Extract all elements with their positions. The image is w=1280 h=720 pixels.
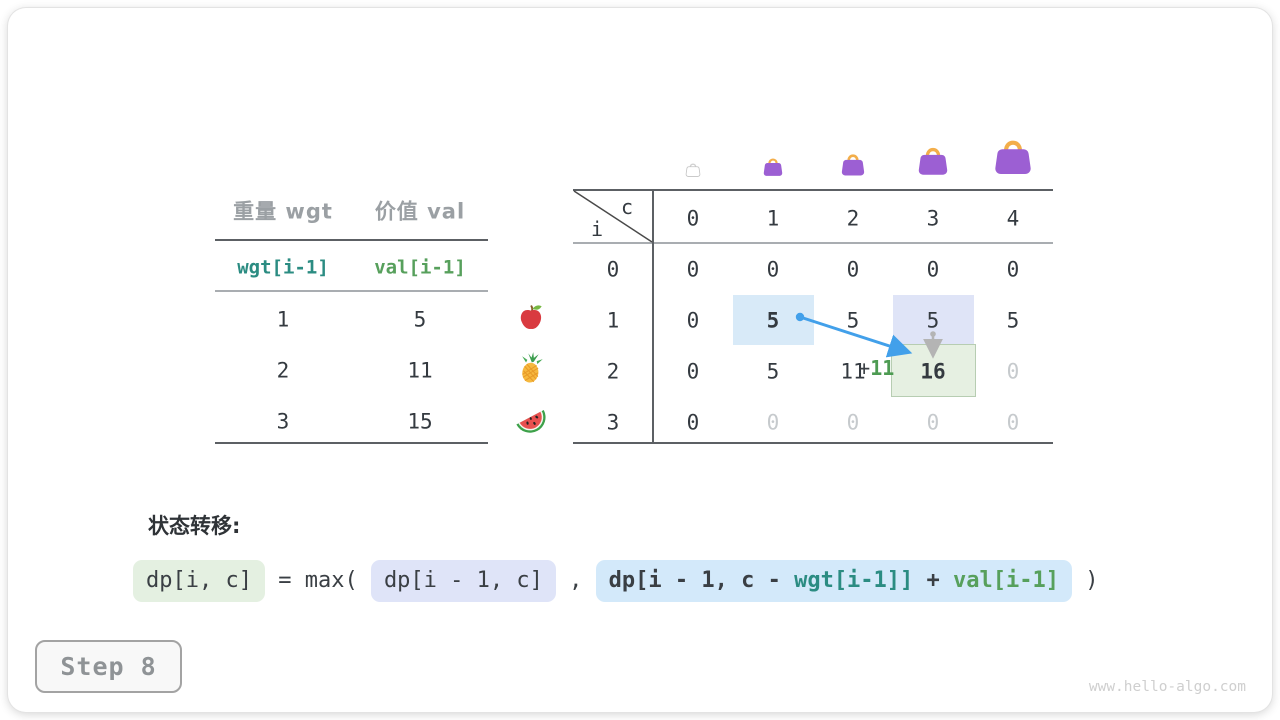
dp-col-header-1: 1 (766, 206, 780, 231)
added-value: 11 (870, 356, 895, 380)
dp-col-header-2: 2 (846, 206, 860, 231)
item-3-weight: 3 (276, 409, 290, 434)
item-2-value: 11 (407, 358, 433, 383)
dp-cell-i3-c3: 0 (926, 410, 940, 435)
dp-cell-i1-c4: 5 (1006, 308, 1020, 333)
transition-label: 状态转移: (148, 514, 241, 538)
step-badge: Step 8 (35, 640, 182, 693)
dp-cell-i2-c3: 16 (920, 359, 946, 384)
formula-take-wgt: wgt[i-1]] (794, 568, 914, 593)
watermelon-icon (513, 401, 549, 441)
slide-card (8, 8, 1272, 712)
dp-row-header-3: 3 (606, 410, 620, 435)
formula-take-val: val[i-1] (953, 568, 1060, 593)
items-subheader-wgt: wgt[i-1] (237, 256, 329, 279)
dp-cell-i2-c0: 0 (686, 359, 700, 384)
item-2-weight: 2 (276, 358, 290, 383)
dp-row-header-1: 1 (606, 308, 620, 333)
dp-table-rule-header (573, 242, 1053, 244)
formula-take-prefix: dp[i - 1, c - (608, 568, 795, 593)
item-1-value: 5 (413, 307, 427, 332)
items-table-rule-top (215, 239, 488, 241)
dp-cell-i1-c2: 5 (846, 308, 860, 333)
bag-icon-size-2 (839, 149, 868, 182)
formula-close-paren: ) (1072, 568, 1099, 593)
transition-formula: dp[i, c] = max( dp[i - 1, c] , dp[i - 1,… (133, 558, 1099, 604)
dp-row-header-2: 2 (606, 359, 620, 384)
bag-icon-size-1 (761, 154, 785, 182)
dp-table-rule-top (573, 189, 1053, 191)
formula-option-keep: dp[i - 1, c] (370, 560, 556, 602)
dp-row-axis-label: i (590, 217, 604, 241)
dp-cell-i0-c0: 0 (686, 257, 700, 282)
dp-cell-i0-c4: 0 (1006, 257, 1020, 282)
dp-col-header-0: 0 (686, 206, 700, 231)
items-table-rule-bottom (215, 442, 488, 444)
dp-cell-i3-c1: 0 (766, 410, 780, 435)
dp-cell-i3-c2: 0 (846, 410, 860, 435)
dp-cell-i2-c1: 5 (766, 359, 780, 384)
dp-cell-i0-c3: 0 (926, 257, 940, 282)
items-subheader-val: val[i-1] (374, 256, 466, 279)
dp-col-header-3: 3 (926, 206, 940, 231)
items-col-header-weight: 重量 wgt (233, 199, 333, 224)
dp-cell-i2-c4: 0 (1006, 359, 1020, 384)
dp-row-header-0: 0 (606, 257, 620, 282)
bag-icon-size-4 (990, 132, 1036, 182)
item-3-value: 15 (407, 409, 433, 434)
dp-cell-i0-c1: 0 (766, 257, 780, 282)
dp-table-rule-vertical (652, 189, 654, 444)
dp-cell-i1-c3: 5 (926, 308, 940, 333)
plus-value-annotation: +11 (810, 338, 894, 398)
dp-cell-i0-c2: 0 (846, 257, 860, 282)
bag-icon-size-3 (915, 141, 952, 182)
formula-eq-max: = max( (264, 568, 371, 593)
dp-cell-i2-c2: 11 (840, 359, 866, 384)
formula-comma: , (555, 568, 596, 593)
item-1-weight: 1 (276, 307, 290, 332)
plus-sign: + (858, 356, 871, 380)
apple-icon (515, 300, 547, 336)
dp-cell-i1-c1: 5 (766, 308, 780, 333)
empty-bag-icon (684, 160, 702, 182)
formula-lhs: dp[i, c] (133, 560, 265, 602)
dp-col-header-4: 4 (1006, 206, 1020, 231)
dp-cell-i3-c0: 0 (686, 410, 700, 435)
pineapple-icon (514, 351, 548, 389)
dp-col-axis-label: c (620, 195, 634, 219)
items-table-rule-mid (215, 290, 488, 292)
dp-cell-i3-c4: 0 (1006, 410, 1020, 435)
dp-cell-i1-c0: 0 (686, 308, 700, 333)
items-col-header-value: 价值 val (374, 199, 466, 224)
watermark: www.hello-algo.com (1088, 679, 1246, 695)
dp-table-rule-bottom (573, 442, 1053, 444)
formula-option-take: dp[i - 1, c - wgt[i-1]] + val[i-1] (595, 560, 1073, 602)
formula-take-plus: + (913, 568, 954, 593)
